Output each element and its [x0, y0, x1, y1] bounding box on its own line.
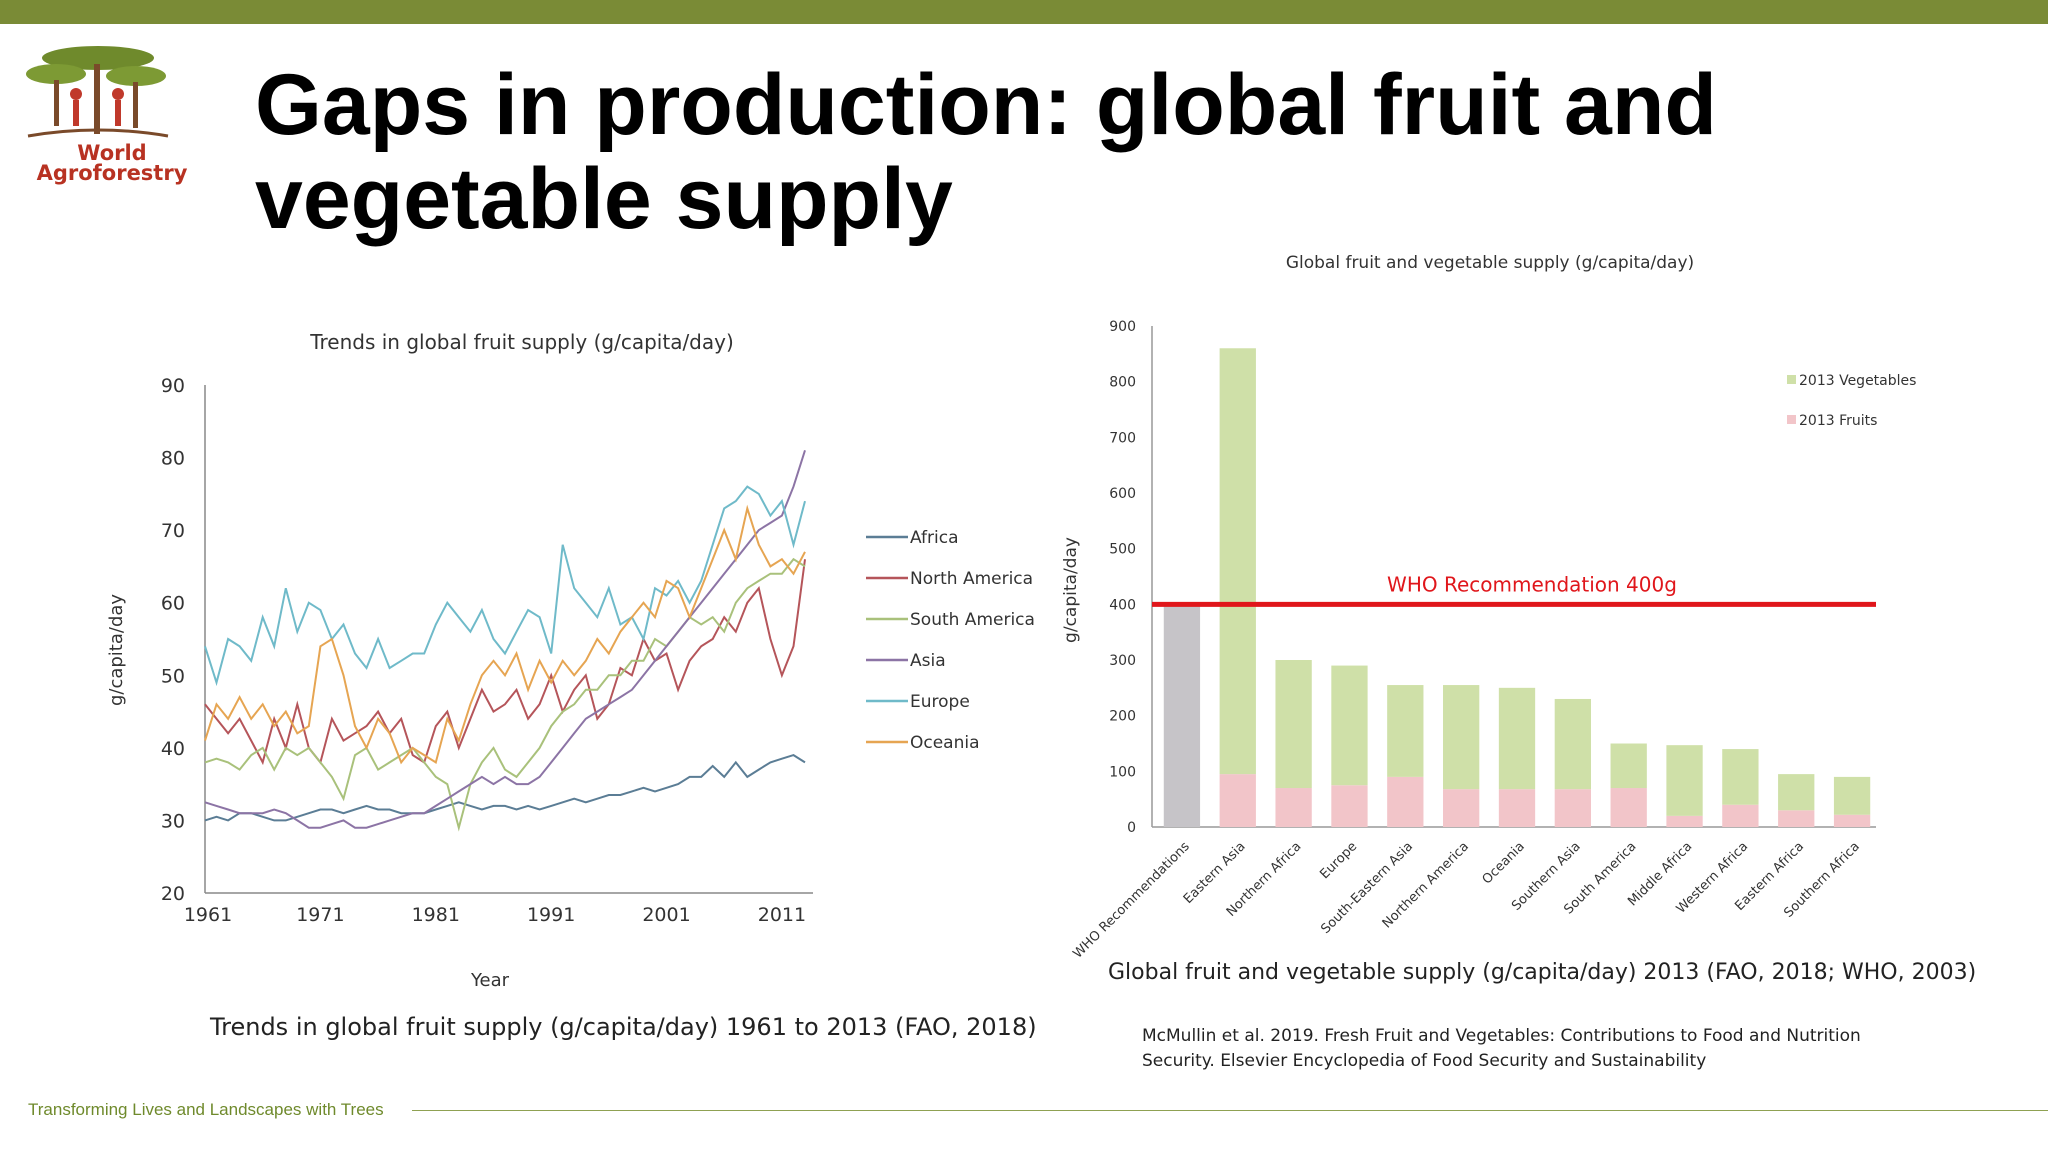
footer-tagline: Transforming Lives and Landscapes with T…: [28, 1100, 384, 1119]
line-chart-ytick-label: 20: [161, 883, 185, 905]
bar-chart-ytick-label: 900: [1109, 319, 1136, 335]
line-chart-xtick-label: 1961: [184, 904, 232, 926]
who-reference-label: WHO Recommendation 400g: [1387, 572, 1677, 596]
source-note-line-1: McMullin et al. 2019. Fresh Fruit and Ve…: [1142, 1026, 1861, 1046]
fruit-supply-line-chart: Trends in global fruit supply (g/capita/…: [106, 330, 1035, 991]
page-title: Gaps in production: global fruit and veg…: [255, 58, 1955, 246]
bar-vegetables: [1833, 776, 1871, 815]
bar-vegetables: [1554, 698, 1591, 790]
legend-label-oceania: Oceania: [910, 733, 980, 753]
bar-category-label: Europe: [1317, 839, 1360, 882]
bar-fruits: [1666, 815, 1703, 827]
logo-text-agroforestry: Agroforestry: [36, 161, 188, 185]
line-chart-xtick-label: 2011: [758, 904, 806, 926]
line-chart-title: Trends in global fruit supply (g/capita/…: [309, 330, 734, 354]
legend-swatch-2013-vegetables: [1787, 375, 1796, 384]
bar-chart-ytick-label: 800: [1109, 375, 1136, 391]
bar-vegetables: [1219, 348, 1256, 775]
bar-chart-ytick-label: 700: [1109, 430, 1136, 446]
line-chart-ylabel: g/capita/day: [106, 594, 127, 706]
line-chart-xtick-label: 2001: [642, 904, 690, 926]
bar-vegetables: [1498, 687, 1536, 790]
footer-divider: [412, 1110, 2048, 1111]
legend-label-2013-vegetables: 2013 Vegetables: [1799, 373, 1916, 389]
tree-logo-icon: [26, 46, 169, 138]
bar-fruits: [1833, 814, 1871, 827]
line-chart-ytick-label: 70: [161, 520, 185, 542]
bar-chart-ytick-label: 600: [1109, 486, 1136, 502]
bar-category-label: South-Eastern Asia: [1318, 839, 1416, 937]
title-line-2: vegetable supply: [255, 151, 953, 247]
line-chart-ytick-label: 50: [161, 665, 185, 687]
bar-vegetables: [1275, 660, 1312, 789]
bar-fruits: [1554, 789, 1591, 827]
bar-chart-ytick-label: 100: [1109, 764, 1136, 780]
bar-vegetables: [1331, 665, 1368, 786]
series-line-south-america: [204, 557, 806, 832]
bar-fruits: [1443, 789, 1480, 827]
line-chart-ytick-label: 90: [161, 375, 185, 397]
bar-fruits: [1610, 788, 1647, 827]
fruit-veg-bar-chart: Global fruit and vegetable supply (g/cap…: [1061, 253, 1916, 962]
bar-chart-ytick-label: 0: [1127, 820, 1136, 836]
bar-vegetables: [1443, 685, 1480, 790]
bar-vegetables: [1722, 749, 1759, 805]
line-chart-xtick-label: 1981: [412, 904, 460, 926]
bar-fruits: [1275, 788, 1312, 827]
line-chart-caption: Trends in global fruit supply (g/capita/…: [210, 1013, 1037, 1041]
legend-label-south-america: South America: [910, 610, 1035, 630]
legend-label-africa: Africa: [910, 528, 959, 548]
legend-label-north-america: North America: [910, 569, 1033, 589]
bar-vegetables: [1778, 774, 1815, 811]
top-accent-bar: [0, 0, 2048, 24]
bar-chart-title: Global fruit and vegetable supply (g/cap…: [1286, 253, 1694, 273]
line-chart-xtick-label: 1971: [296, 904, 344, 926]
source-note-line-2: Security. Elsevier Encyclopedia of Food …: [1142, 1051, 1707, 1071]
line-chart-ytick-label: 60: [161, 593, 185, 615]
bar-vegetables: [1610, 743, 1647, 789]
world-agroforestry-logo: World Agroforestry: [18, 36, 187, 196]
bar-fruits: [1387, 776, 1424, 827]
bar-category-label: Oceania: [1480, 839, 1528, 887]
line-chart-xlabel: Year: [470, 970, 510, 991]
bar-fruits: [1722, 804, 1759, 827]
line-chart-ytick-label: 30: [161, 810, 185, 832]
bar-fruits: [1778, 810, 1815, 827]
series-line-europe: [204, 485, 806, 687]
line-chart-ytick-label: 40: [161, 738, 185, 760]
legend-label-europe: Europe: [910, 692, 970, 712]
bar-chart-ytick-label: 300: [1109, 653, 1136, 669]
series-line-oceania: [204, 504, 806, 765]
bar-vegetables: [1666, 745, 1703, 816]
legend-label-asia: Asia: [910, 651, 946, 671]
line-chart-xtick-label: 1991: [527, 904, 575, 926]
bar-fruits: [1498, 789, 1536, 827]
legend-swatch-2013-fruits: [1787, 415, 1796, 424]
bar-category-label: WHO Recommendations: [1070, 839, 1192, 961]
series-line-africa: [204, 754, 806, 822]
bar-who-recommendation: [1163, 604, 1201, 827]
bar-chart-ytick-label: 400: [1109, 597, 1136, 613]
line-chart-ytick-label: 80: [161, 448, 185, 470]
legend-label-2013-fruits: 2013 Fruits: [1799, 413, 1877, 429]
bar-chart-caption: Global fruit and vegetable supply (g/cap…: [1108, 960, 1977, 985]
title-line-1: Gaps in production: global fruit and: [255, 57, 1717, 153]
bar-chart-ylabel: g/capita/day: [1061, 537, 1081, 643]
series-line-asia: [204, 449, 806, 829]
logo-text-world: World: [77, 141, 147, 165]
bar-vegetables: [1387, 685, 1424, 777]
bar-chart-ytick-label: 500: [1109, 542, 1136, 558]
source-note: McMullin et al. 2019. Fresh Fruit and Ve…: [1142, 1024, 1861, 1074]
bar-fruits: [1331, 785, 1368, 827]
bar-fruits: [1219, 774, 1256, 827]
bar-chart-ytick-label: 200: [1109, 709, 1136, 725]
series-line-north-america: [204, 559, 806, 766]
